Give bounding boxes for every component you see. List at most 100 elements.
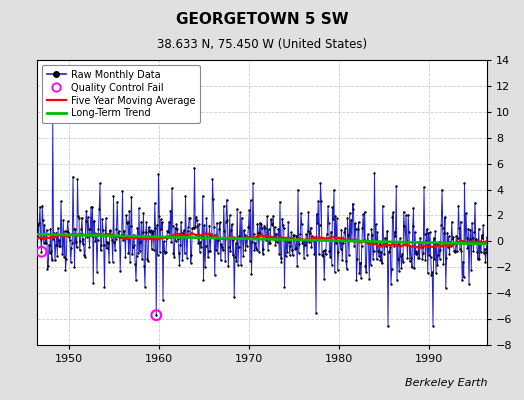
Point (223, 197, 231, 203)
Point (141, 284, 149, 290)
Point (180, 227, 188, 234)
Point (298, 240, 307, 246)
Point (49, 236, 58, 242)
Point (431, 228, 440, 234)
Point (60, 254, 68, 260)
Point (150, 246, 158, 253)
Point (362, 269, 370, 276)
Point (408, 264, 416, 271)
Point (375, 253, 383, 259)
Point (379, 238, 388, 244)
Point (95, 206, 103, 212)
Point (478, 235, 487, 241)
Point (356, 260, 364, 266)
Point (204, 254, 212, 261)
Point (289, 232, 298, 238)
Point (215, 226, 223, 232)
Point (245, 207, 254, 213)
Point (376, 257, 385, 264)
Point (298, 221, 306, 228)
Point (72, 239, 80, 245)
Point (117, 233, 125, 240)
Point (482, 258, 490, 265)
Point (119, 236, 127, 243)
Point (421, 257, 430, 264)
Point (386, 244, 395, 250)
Point (280, 225, 288, 232)
Point (397, 265, 406, 271)
Point (451, 249, 459, 255)
Point (42, 227, 51, 233)
Point (291, 246, 299, 252)
Point (378, 260, 386, 267)
Point (218, 244, 226, 250)
Point (352, 277, 361, 284)
Point (174, 235, 182, 242)
Point (138, 229, 147, 236)
Point (442, 285, 450, 291)
Point (443, 230, 452, 236)
Point (185, 215, 193, 221)
Point (424, 230, 433, 236)
Point (133, 225, 141, 231)
Point (249, 231, 258, 237)
Point (102, 215, 110, 221)
Point (61, 267, 70, 274)
Point (475, 256, 484, 262)
Point (202, 243, 210, 250)
Point (279, 222, 287, 228)
Point (81, 254, 89, 260)
Point (199, 193, 207, 199)
Text: GEORGETOWN 5 SW: GEORGETOWN 5 SW (176, 12, 348, 27)
Point (434, 252, 442, 258)
Point (125, 208, 134, 214)
Point (256, 220, 264, 226)
Point (145, 228, 154, 234)
Point (51, 257, 59, 264)
Point (456, 218, 465, 225)
Point (420, 184, 428, 190)
Point (77, 238, 85, 244)
Point (270, 236, 278, 242)
Point (454, 235, 462, 241)
Point (444, 233, 453, 240)
Point (363, 239, 371, 246)
Point (77, 226, 85, 232)
Point (252, 245, 260, 251)
Point (100, 284, 108, 290)
Point (74, 213, 82, 220)
Point (423, 226, 431, 232)
Point (387, 280, 395, 287)
Point (131, 261, 139, 268)
Point (368, 232, 376, 238)
Point (302, 231, 310, 237)
Point (263, 213, 271, 219)
Point (274, 234, 282, 241)
Point (476, 239, 485, 246)
Point (361, 208, 369, 215)
Point (166, 234, 174, 240)
Point (322, 234, 331, 241)
Point (183, 255, 191, 261)
Point (286, 242, 294, 249)
Point (108, 237, 116, 243)
Point (176, 242, 184, 249)
Point (268, 221, 276, 228)
Point (115, 228, 123, 234)
Point (188, 225, 196, 232)
Point (41, 240, 49, 246)
Point (61, 228, 69, 234)
Point (451, 248, 460, 254)
Point (178, 257, 187, 263)
Point (340, 228, 348, 235)
Point (204, 248, 213, 254)
Point (242, 246, 250, 253)
Point (191, 224, 200, 230)
Point (345, 210, 354, 216)
Point (253, 246, 261, 253)
Point (71, 226, 80, 232)
Point (146, 229, 155, 235)
Point (296, 231, 304, 238)
Point (389, 209, 397, 215)
Point (327, 228, 335, 235)
